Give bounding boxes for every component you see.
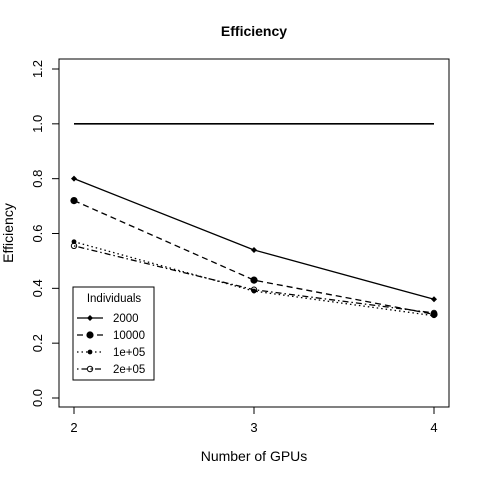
data-point-10000 (250, 276, 258, 284)
chart-title: Efficiency (221, 23, 287, 39)
legend-entries: 2000 10000 1e+05 2e+05 (77, 313, 145, 376)
data-point-2000 (251, 246, 257, 253)
legend-entry-2e+05: 2e+05 (77, 364, 145, 376)
data-point-2000 (71, 175, 77, 182)
y-tick-label: 0.8 (30, 170, 45, 188)
legend-entry-10000: 10000 (77, 330, 145, 342)
x-tick-label: 2 (70, 420, 77, 435)
y-tick-label: 1.0 (30, 115, 45, 133)
y-tick-label: 1.2 (30, 60, 45, 78)
legend-label: 1e+05 (113, 347, 145, 359)
data-point-10000 (70, 197, 78, 205)
series-line-10000 (73, 200, 435, 316)
x-tick-label: 4 (430, 420, 437, 435)
y-tick-label: 0.2 (30, 334, 45, 352)
data-point-2e+05 (250, 286, 258, 293)
data-point-2e+05 (70, 242, 78, 250)
series-2e+05 (70, 242, 438, 317)
legend-marker-1e+05 (87, 349, 93, 355)
legend-marker-10000 (86, 331, 94, 339)
legend-box (72, 286, 155, 381)
y-tick-label: 0.4 (30, 279, 45, 297)
data-point-2e+05 (430, 309, 438, 317)
x-tick-label: 3 (250, 420, 257, 435)
series-line-2e+05 (73, 245, 435, 314)
data-point-2000 (431, 296, 437, 303)
legend-marker-2000 (87, 315, 93, 321)
legend-label: 10000 (113, 330, 145, 342)
series-group (70, 175, 438, 319)
legend-label: 2e+05 (113, 364, 145, 376)
y-tick-label: 0.0 (30, 389, 45, 407)
legend-label: 2000 (113, 313, 139, 325)
legend: Individuals 2000 10000 1e+05 2e+05 (72, 286, 155, 381)
x-axis-label: Number of GPUs (201, 448, 308, 464)
legend-marker-2e+05 (86, 365, 94, 373)
axes: 2 3 4 0.0 0.2 0.4 0.6 0.8 1.0 1.2 (30, 60, 438, 435)
y-axis-label: Efficiency (0, 203, 16, 263)
legend-entry-2000: 2000 (77, 313, 139, 325)
series-2000 (71, 175, 437, 303)
legend-title: Individuals (87, 293, 142, 305)
legend-entry-1e+05: 1e+05 (77, 347, 145, 359)
y-tick-label: 0.6 (30, 224, 45, 242)
